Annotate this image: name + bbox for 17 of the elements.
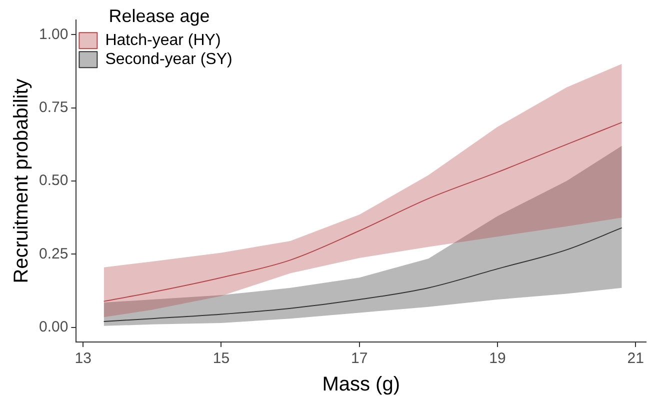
line-series (103, 122, 622, 302)
x-tick-label: 13 (74, 350, 92, 368)
x-tick-label: 21 (627, 350, 644, 368)
y-tick-label: 0.75 (38, 98, 68, 116)
y-tick-label: 0.00 (38, 318, 68, 336)
y-tick-label: 0.25 (38, 245, 68, 262)
legend-label: Second-year (SY) (105, 51, 232, 68)
y-tick-label: 0.50 (38, 172, 68, 190)
x-tick-label: 19 (489, 350, 506, 368)
y-axis-title: Recruitment probability (10, 78, 33, 284)
legend-title: Release age (108, 6, 210, 26)
x-tick-label: 15 (212, 350, 230, 368)
legend-label: Hatch-year (HY) (105, 32, 221, 50)
x-axis-title: Mass (g) (322, 374, 400, 396)
x-tick-label: 17 (351, 350, 368, 368)
y-tick-label: 1.00 (38, 26, 68, 43)
line-series (103, 227, 622, 322)
